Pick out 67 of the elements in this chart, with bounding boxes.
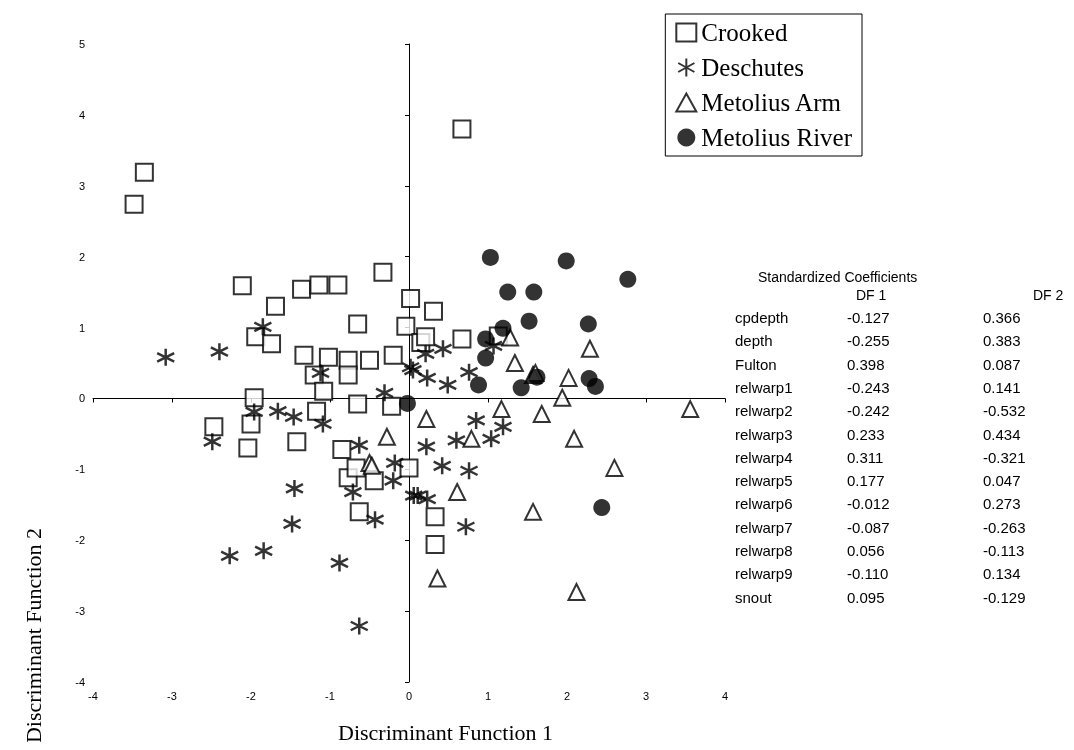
- text: -0.129: [983, 588, 1026, 606]
- text: -0.012: [847, 495, 890, 513]
- text: depth: [735, 332, 773, 350]
- y-tick-label: 2: [78, 250, 85, 263]
- text: 0.366: [983, 309, 1021, 326]
- text: relwarp9: [735, 565, 793, 583]
- text: 0.311: [847, 448, 884, 466]
- x-tick-label: 0: [405, 689, 413, 702]
- text: -0.532: [983, 402, 1026, 420]
- x-tick-label: -3: [167, 689, 177, 702]
- y-tick-label: -3: [75, 605, 85, 618]
- y-tick-label: 5: [78, 38, 85, 50]
- text: 0.398: [847, 355, 885, 373]
- text: DF 1: [856, 287, 887, 303]
- text: Standardized Coefficients: [758, 269, 918, 285]
- y-tick-label: -1: [75, 463, 85, 476]
- text: DF 2: [1033, 287, 1064, 303]
- x-tick-label: 2: [563, 689, 571, 702]
- y-tick-label: 4: [78, 108, 85, 121]
- text: 0.233: [847, 425, 885, 443]
- text: -0.263: [983, 518, 1026, 536]
- text: relwarp7: [735, 518, 793, 536]
- text: 0.434: [983, 425, 1021, 443]
- text: -0.255: [847, 332, 890, 350]
- x-tick-label: -2: [246, 689, 256, 702]
- text: relwarp1: [735, 378, 793, 396]
- text: 0.273: [983, 495, 1021, 513]
- text: Fulton: [735, 355, 777, 373]
- y-tick-label: 0: [78, 392, 85, 405]
- text: relwarp4: [735, 448, 793, 466]
- text: 0.056: [847, 542, 885, 559]
- text: 0.095: [847, 588, 885, 606]
- text: -0.243: [847, 378, 890, 396]
- legend-label: Deschutes: [701, 54, 805, 81]
- text: relwarp5: [735, 472, 793, 490]
- text: -0.127: [847, 309, 890, 326]
- x-tick-label: -4: [88, 689, 98, 702]
- text: 0.177: [847, 472, 885, 490]
- text: relwarp2: [735, 402, 793, 420]
- text: 0.087: [983, 355, 1021, 373]
- text: -0.113: [983, 542, 1025, 559]
- text: -0.321: [983, 448, 1026, 466]
- text: snout: [735, 588, 773, 606]
- text: 0.383: [983, 332, 1021, 350]
- text: cpdepth: [735, 309, 789, 326]
- text: 0.047: [983, 472, 1021, 490]
- text: -0.110: [847, 565, 889, 583]
- y-axis-title: Discriminant Function 2: [20, 528, 46, 744]
- x-tick-label: 3: [642, 689, 650, 702]
- text: relwarp3: [735, 425, 793, 443]
- legend-label: Crooked: [701, 19, 788, 46]
- x-tick-label: 1: [484, 689, 492, 702]
- y-tick-label: 1: [78, 321, 85, 334]
- x-axis-title: Discriminant Function 1: [338, 719, 554, 745]
- y-tick-label: 3: [78, 179, 85, 192]
- legend-label: Metolius Arm: [701, 89, 842, 116]
- legend-label: Metolius River: [701, 124, 853, 151]
- text: relwarp6: [735, 495, 793, 513]
- text: 0.134: [983, 565, 1021, 583]
- text: -0.242: [847, 402, 890, 420]
- text: relwarp8: [735, 542, 793, 559]
- text: -0.087: [847, 518, 890, 536]
- x-tick-label: -1: [325, 689, 335, 702]
- y-tick-label: -4: [75, 676, 85, 688]
- x-tick-label: 4: [721, 689, 729, 702]
- text: 0.141: [983, 378, 1021, 396]
- y-tick-label: -2: [75, 534, 85, 547]
